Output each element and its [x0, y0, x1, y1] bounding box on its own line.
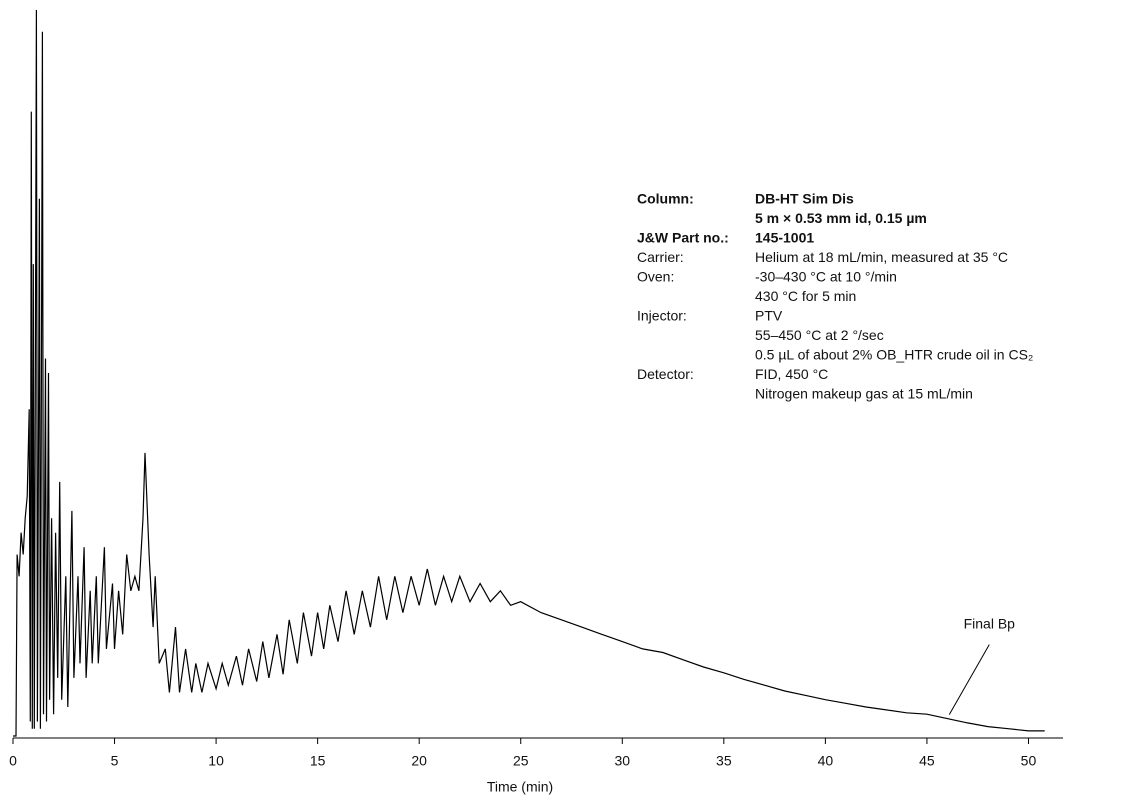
x-tick-label: 30	[614, 753, 630, 769]
condition-value: 5 m × 0.53 mm id, 0.15 µm	[755, 210, 927, 226]
condition-value: FID, 450 °C	[755, 366, 828, 382]
condition-label: Carrier:	[637, 249, 684, 265]
condition-label: Injector:	[637, 308, 687, 324]
condition-value: -30–430 °C at 10 °/min	[755, 269, 897, 285]
condition-label: Oven:	[637, 269, 674, 285]
x-tick-label: 15	[310, 753, 326, 769]
condition-value: PTV	[755, 308, 783, 324]
x-tick-label: 0	[9, 753, 17, 769]
x-tick-label: 25	[513, 753, 529, 769]
annotation-pointer	[948, 644, 990, 715]
condition-value: 145-1001	[755, 230, 814, 246]
condition-value: Helium at 18 mL/min, measured at 35 °C	[755, 249, 1008, 265]
trace	[13, 9, 1045, 737]
x-tick-label: 50	[1021, 753, 1037, 769]
condition-value: 55–450 °C at 2 °/sec	[755, 327, 884, 343]
x-tick-label: 10	[208, 753, 224, 769]
x-tick-label: 45	[919, 753, 935, 769]
condition-value: 430 °C for 5 min	[755, 288, 856, 304]
condition-label: Column:	[637, 191, 694, 207]
x-tick-label: 20	[411, 753, 427, 769]
condition-label: Detector:	[637, 366, 694, 382]
condition-value: DB-HT Sim Dis	[755, 191, 854, 207]
x-tick-label: 5	[111, 753, 119, 769]
condition-value: 0.5 µL of about 2% OB_HTR crude oil in C…	[755, 347, 1033, 363]
annotation-text: Final Bp	[964, 615, 1016, 631]
x-tick-label: 35	[716, 753, 732, 769]
x-axis-label: Time (min)	[487, 779, 553, 795]
condition-value: Nitrogen makeup gas at 15 mL/min	[755, 386, 973, 402]
condition-label: J&W Part no.:	[637, 230, 729, 246]
x-tick-label: 40	[818, 753, 834, 769]
